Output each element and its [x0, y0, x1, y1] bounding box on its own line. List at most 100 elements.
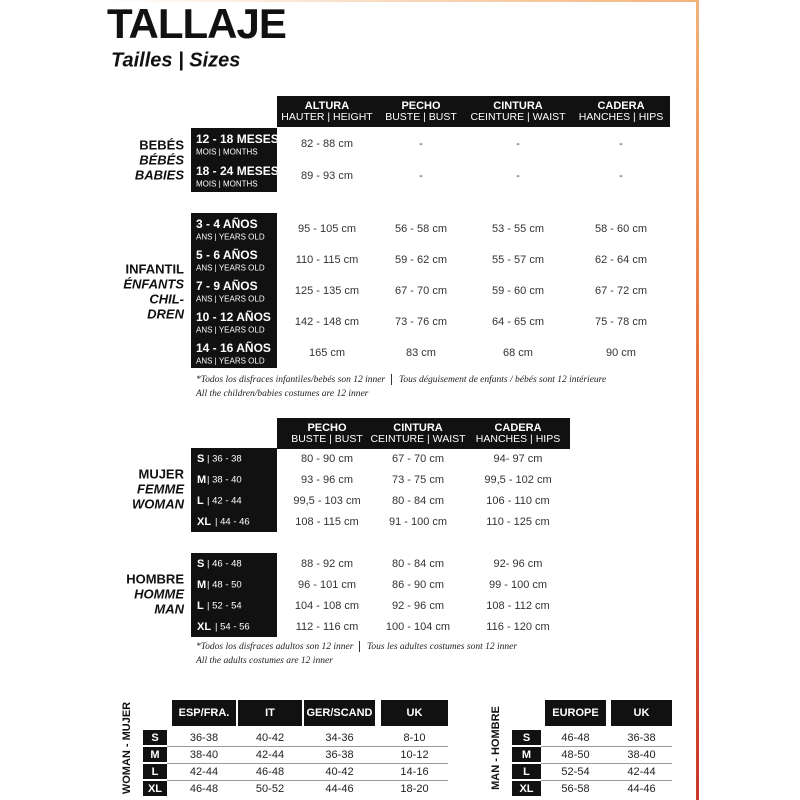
row-divider: [167, 746, 448, 747]
size-label: 5 - 6 AÑOS: [196, 247, 258, 262]
size-label: S: [522, 731, 531, 744]
size-value: 36-38: [627, 731, 656, 744]
size-value: -: [419, 170, 423, 182]
size-column-bg: [191, 553, 277, 637]
size-value: 52-54: [561, 765, 590, 778]
conversion-side-label: WOMAN - MUJER: [121, 701, 133, 795]
size-value: 99,5 - 103 cm: [293, 494, 361, 507]
size-value: 99,5 - 102 cm: [484, 473, 552, 486]
size-cell-bg: [143, 781, 167, 796]
column-subtitle: BUSTE | BUST: [385, 111, 457, 123]
column-subtitle: HAUTER | HEIGHT: [281, 111, 373, 123]
size-cell-bg: [512, 781, 541, 796]
size-value: 40-42: [325, 765, 354, 778]
size-column-bg: [191, 128, 277, 192]
size-label: L: [197, 599, 204, 612]
size-value: 106 - 110 cm: [486, 494, 550, 507]
group-label: BABIES: [134, 167, 184, 183]
size-unit: ANS | YEARS OLD: [196, 325, 265, 334]
size-value: 94- 97 cm: [493, 452, 543, 465]
column-subtitle: HANCHES | HIPS: [475, 433, 561, 445]
group-label: CHIL-: [149, 291, 184, 306]
note-divider: [391, 374, 392, 385]
column-subtitle: HANCHES | HIPS: [578, 111, 664, 123]
size-label: M: [150, 748, 160, 761]
note-text: All the adults costumes are 12 inner: [196, 656, 333, 666]
size-value: 8-10: [403, 731, 426, 744]
size-cell-bg: [512, 730, 541, 745]
note-text: Tous les adultes costumes sont 12 inner: [367, 642, 518, 652]
size-value: 42-44: [255, 748, 285, 761]
size-value: 56-58: [561, 782, 590, 795]
group-label: INFANTIL: [125, 261, 185, 276]
size-value: 67 - 70 cm: [395, 284, 447, 297]
group-label: WOMAN: [132, 496, 184, 512]
size-value: 112 - 116 cm: [295, 620, 359, 633]
size-value: 53 - 55 cm: [492, 222, 544, 235]
size-value: 38-40: [189, 748, 219, 761]
size-value: 10-12: [400, 748, 429, 761]
size-value: 83 cm: [406, 346, 436, 359]
size-value: 68 cm: [503, 346, 533, 359]
size-value: 96 - 101 cm: [297, 578, 357, 591]
group-label: MAN: [154, 601, 184, 617]
size-value: 46-48: [255, 765, 285, 778]
row-divider: [541, 763, 672, 764]
size-unit: MOIS | MONTHS: [196, 179, 258, 189]
size-value: 88 - 92 cm: [301, 557, 353, 570]
column-title: CADERA: [597, 100, 645, 112]
size-value: 62 - 64 cm: [595, 253, 647, 266]
size-value: 104 - 108 cm: [294, 599, 360, 612]
size-value: 34-36: [325, 731, 354, 744]
size-value: 125 - 135 cm: [294, 284, 360, 297]
size-value: 89 - 93 cm: [301, 170, 353, 182]
row-divider: [167, 763, 448, 764]
column-subtitle: CEINTURE | WAIST: [470, 111, 566, 123]
conversion-side-label: MAN - HOMBRE: [490, 706, 502, 790]
size-value: 46-48: [189, 782, 219, 795]
column-subtitle: CEINTURE | WAIST: [370, 433, 466, 445]
column-subtitle: BUSTE | BUST: [291, 433, 363, 445]
note-divider: [359, 641, 360, 652]
conversion-header-bg: [172, 700, 236, 726]
size-unit: ANS | YEARS OLD: [196, 294, 265, 303]
size-cell-bg: [143, 764, 167, 779]
size-column-bg: [191, 448, 277, 532]
column-title: ALTURA: [304, 100, 350, 112]
size-label: XL: [197, 515, 212, 528]
size-cell-bg: [512, 764, 541, 779]
size-value: 93 - 96 cm: [301, 473, 353, 486]
group-label: BEBÉS: [139, 137, 184, 153]
size-value: 80 - 90 cm: [301, 452, 353, 465]
group-label: BÉBÉS: [139, 152, 184, 168]
size-value: 18-20: [400, 782, 429, 795]
size-value: -: [516, 138, 520, 150]
size-value: 59 - 60 cm: [492, 284, 544, 297]
size-value: 55 - 57 cm: [492, 253, 544, 266]
size-value: 73 - 76 cm: [395, 315, 447, 328]
conversion-header-bg: [381, 700, 448, 726]
size-label: M: [521, 748, 532, 761]
group-label: MUJER: [138, 466, 184, 482]
note-text: All the children/babies costumes are 12 …: [196, 389, 369, 399]
size-label: XL: [197, 620, 212, 633]
column-title: PECHO: [401, 100, 441, 112]
size-value: 92 - 96 cm: [392, 599, 444, 612]
adult-header-bg: [277, 418, 570, 449]
size-value: 38-40: [627, 748, 656, 761]
size-value: 67 - 70 cm: [392, 452, 444, 465]
size-range: | 52 - 54: [207, 600, 242, 611]
size-value: 75 - 78 cm: [595, 315, 647, 328]
conversion-header: UK: [633, 707, 650, 719]
size-value: 14-16: [400, 765, 429, 778]
size-range: | 46 - 48: [207, 558, 242, 569]
conversion-header: EUROPE: [552, 707, 599, 719]
size-label: 3 - 4 AÑOS: [196, 216, 258, 231]
size-range: | 54 - 56: [215, 621, 250, 632]
size-value: 110 - 115 cm: [295, 253, 359, 266]
group-label: DREN: [147, 306, 184, 321]
conversion-header: IT: [265, 707, 275, 719]
size-cell-bg: [143, 747, 167, 762]
size-value: 82 - 88 cm: [301, 138, 353, 150]
